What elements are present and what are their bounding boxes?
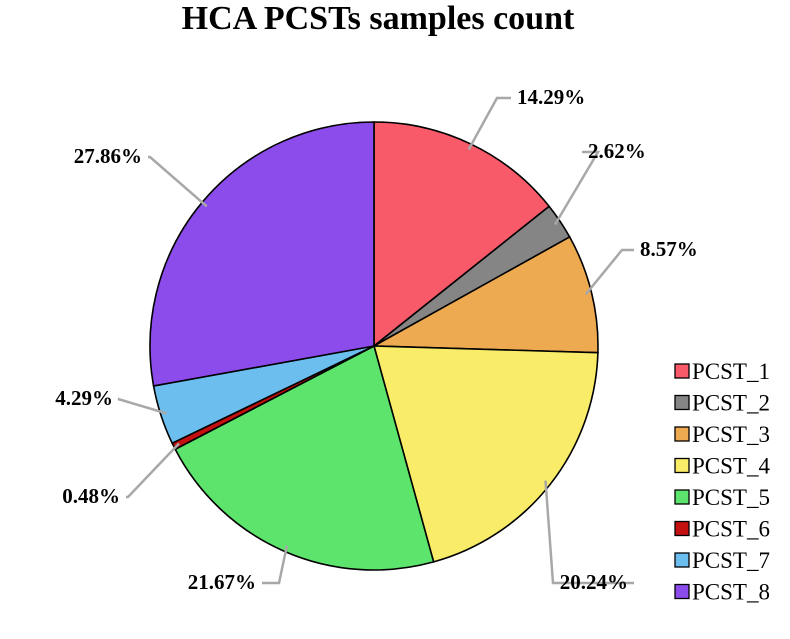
leader-line-2: [553, 150, 601, 226]
legend-swatch-1: [674, 363, 690, 379]
percent-label-2: 2.62%: [588, 139, 646, 163]
leader-line-7: [117, 397, 168, 415]
legend-item-7: PCST_7: [674, 548, 770, 573]
leader-line-3: [584, 248, 634, 296]
legend-item-1: PCST_1: [674, 359, 770, 384]
legend-label-8: PCST_8: [692, 580, 770, 605]
legend-swatch-2: [674, 394, 690, 411]
pie-slice-3: [371, 235, 599, 354]
percent-label-3: 8.57%: [640, 237, 698, 261]
percent-label-8: 27.86%: [74, 144, 142, 168]
pie-slice-8: [149, 121, 375, 387]
percent-label-4: 20.24%: [560, 570, 628, 594]
leader-line-6: [126, 442, 180, 499]
legend-label-4: PCST_4: [692, 454, 770, 479]
pie-slices: [149, 121, 599, 571]
leader-line-5: [262, 545, 289, 585]
legend-label-5: PCST_5: [692, 485, 770, 510]
legend-swatch-4: [674, 457, 690, 474]
legend-swatch-3: [674, 426, 690, 442]
leader-line-4: [544, 480, 634, 585]
legend-label-7: PCST_7: [692, 548, 770, 573]
legend-swatch-7: [674, 552, 690, 568]
legend-swatch-8: [674, 583, 690, 600]
legend-item-2: PCST_2: [674, 391, 770, 416]
legend-item-4: PCST_4: [674, 454, 770, 479]
pie-slice-4: [372, 345, 599, 563]
leader-line-1: [467, 96, 511, 151]
percent-labels: 14.29% 2.62% 8.57% 20.24% 21.67% 0.48% 4.29% 27…: [55, 85, 698, 594]
leader-lines: [117, 96, 634, 585]
legend-swatch-6: [674, 520, 690, 537]
percent-label-1: 14.29%: [517, 85, 585, 109]
percent-label-5: 21.67%: [188, 570, 256, 594]
percent-label-6: 0.48%: [62, 484, 120, 508]
chart-title: HCA PCSTs samples count: [182, 0, 575, 37]
legend-label-6: PCST_6: [692, 517, 770, 542]
percent-label-7: 4.29%: [55, 386, 113, 410]
legend-item-5: PCST_5: [674, 485, 770, 510]
legend-item-3: PCST_3: [674, 422, 770, 447]
legend-label-2: PCST_2: [692, 391, 770, 416]
legend-swatch-5: [674, 489, 690, 505]
legend-item-6: PCST_6: [674, 517, 770, 542]
legend: PCST_1 PCST_2 PCST_3 PCST_4 PCST_5 PCST_6 PCST…: [674, 359, 770, 605]
legend-item-8: PCST_8: [674, 580, 770, 605]
leader-line-8: [148, 155, 208, 208]
legend-label-3: PCST_3: [692, 422, 770, 447]
legend-label-1: PCST_1: [692, 359, 770, 384]
